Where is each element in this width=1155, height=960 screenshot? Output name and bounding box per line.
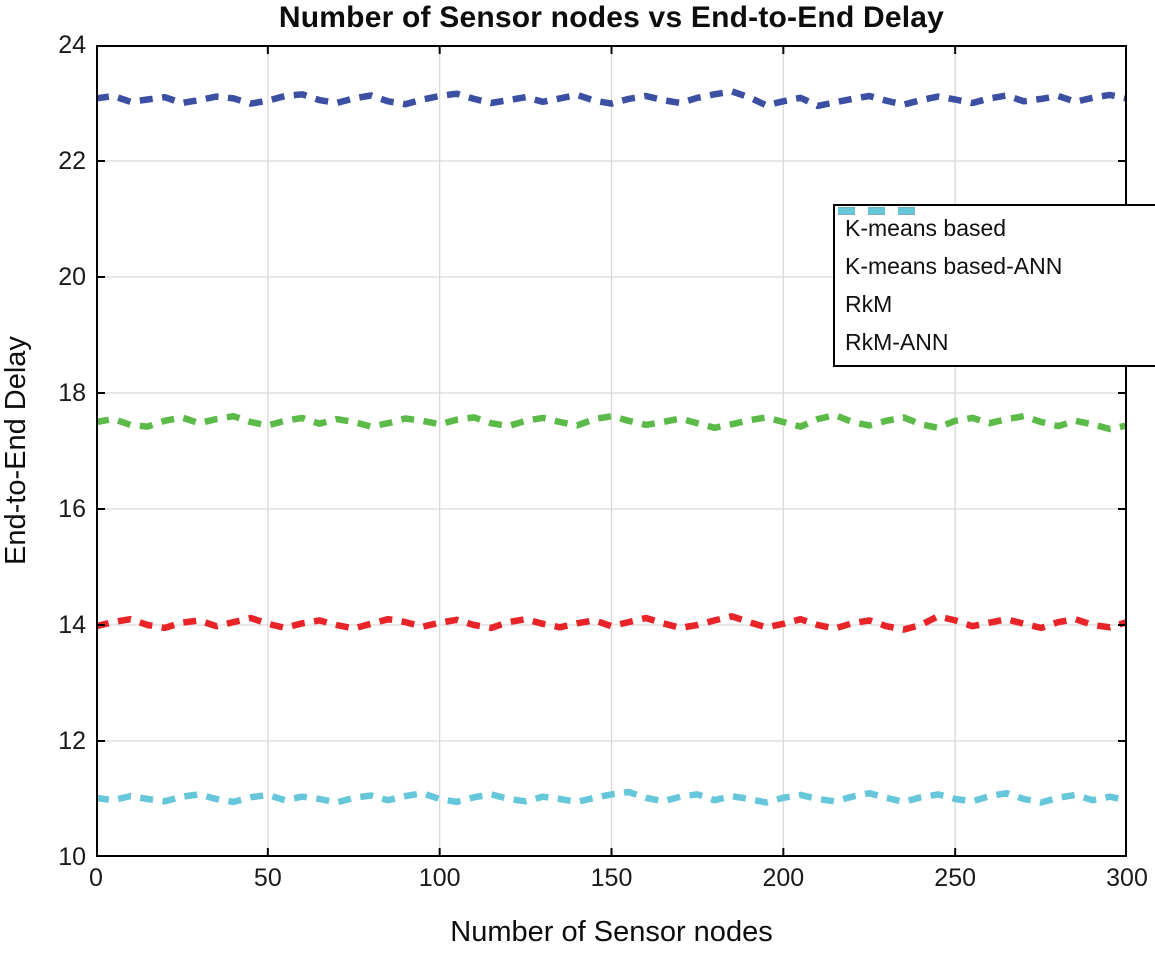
- x-tick-label-200: 200: [762, 864, 805, 892]
- y-tick-label-20: 20: [58, 263, 86, 291]
- y-tick-label-24: 24: [58, 31, 86, 59]
- x-tick-label-300: 300: [1106, 864, 1148, 892]
- plot-area: K-means based K-means based-ANN RkM RkM-ANN: [96, 45, 1155, 857]
- x-tick-label-150: 150: [590, 864, 633, 892]
- legend-label-k-means-based-ann: K-means based-ANN: [845, 252, 1063, 279]
- y-tick-label-18: 18: [58, 379, 86, 407]
- legend-label-k-means-based: K-means based: [845, 214, 1007, 241]
- legend-item-k-means-based-ann: K-means based-ANN: [838, 207, 1155, 285]
- legend-label-rkm: RkM: [845, 291, 893, 318]
- legend-box: K-means based K-means based-ANN RkM RkM-ANN: [833, 204, 1155, 367]
- x-tick-label-0: 0: [89, 864, 103, 892]
- y-tick-label-12: 12: [58, 727, 86, 755]
- series-line-rkm: [96, 613, 1127, 633]
- x-tick-label-100: 100: [418, 864, 461, 892]
- y-tick-label-14: 14: [58, 611, 86, 639]
- x-tick-label-250: 250: [934, 864, 977, 892]
- x-tick-labels: 0 50 100 150 200 250 300: [89, 864, 1148, 894]
- chart-title: Number of Sensor nodes vs End-to-End Del…: [278, 1, 945, 34]
- y-tick-label-16: 16: [58, 495, 86, 523]
- plot-canvas: [96, 45, 1127, 857]
- legend-item-rkm-ann: RkM-ANN: [838, 207, 1155, 362]
- x-tick-label-50: 50: [253, 864, 282, 892]
- y-tick-labels: 10 12 14 16 18 20 22 24: [0, 31, 86, 871]
- legend-swatch-rkm-ann: [838, 207, 928, 215]
- y-tick-label-10: 10: [58, 843, 86, 871]
- axes-border: [96, 45, 1127, 857]
- y-tick-label-22: 22: [58, 147, 86, 175]
- x-axis-label: Number of Sensor nodes: [450, 916, 773, 948]
- legend-label-rkm-ann: RkM-ANN: [845, 329, 949, 356]
- series-line-rkm-ann: [96, 788, 1127, 806]
- series-line-k-means-based: [96, 88, 1127, 110]
- legend-item-rkm: RkM: [838, 207, 1155, 324]
- series-line-k-means-based-ann: [96, 411, 1127, 433]
